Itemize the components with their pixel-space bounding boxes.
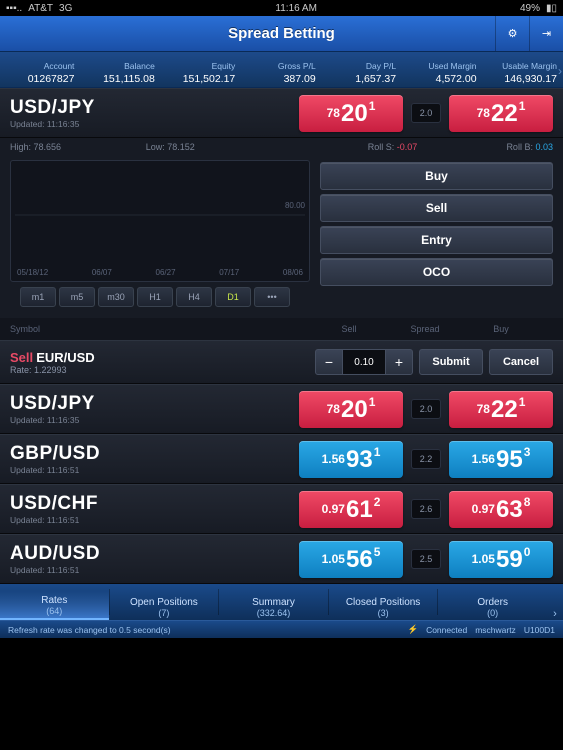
timeframe-H1[interactable]: H1: [137, 287, 173, 307]
plug-icon: ⚡: [407, 624, 418, 635]
low-label: Low: 78.152: [146, 142, 282, 152]
sell-price[interactable]: 1.56931: [299, 441, 403, 478]
timeframe-•••[interactable]: •••: [254, 287, 290, 307]
acct-col: Day P/L1,657.37: [322, 61, 402, 85]
roll-s: -0.07: [397, 142, 418, 152]
qty-minus-button[interactable]: −: [315, 349, 343, 375]
status-footer: Refresh rate was changed to 0.5 second(s…: [0, 620, 563, 638]
logout-icon: ⇥: [542, 27, 551, 40]
qty-plus-button[interactable]: +: [385, 349, 413, 375]
high-label: High: 78.656: [10, 142, 146, 152]
quantity-stepper: − 0.10 +: [315, 349, 413, 375]
oco-button[interactable]: OCO: [320, 258, 553, 286]
pair-detail: High: 78.656 Low: 78.152 Roll S: -0.07 R…: [0, 138, 563, 318]
entry-button[interactable]: Entry: [320, 226, 553, 254]
sell-price[interactable]: 78 20 1: [299, 95, 403, 132]
buy-price[interactable]: 1.56953: [449, 441, 553, 478]
price-chart[interactable]: 80.00 05/18/1206/0706/2707/1708/06: [10, 160, 310, 282]
sell-price[interactable]: 0.97612: [299, 491, 403, 528]
list-header: Symbol Sell Spread Buy: [0, 318, 563, 340]
chevron-right-icon[interactable]: ›: [558, 64, 562, 78]
clock: 11:16 AM: [275, 3, 317, 14]
settings-button[interactable]: ⚙: [495, 16, 529, 51]
buy-price[interactable]: 78221: [449, 391, 553, 428]
tab-closed-positions[interactable]: Closed Positions(3): [329, 593, 438, 620]
carrier: AT&T: [28, 3, 53, 14]
timeframe-m30[interactable]: m30: [98, 287, 134, 307]
rate-row[interactable]: GBP/USDUpdated: 11:16:511.569312.21.5695…: [0, 434, 563, 484]
spread-value: 2.6: [411, 499, 441, 519]
sell-button[interactable]: Sell: [320, 194, 553, 222]
acct-col: Usable Margin146,930.17: [483, 61, 563, 85]
spread-value: 2.2: [411, 449, 441, 469]
pair-updated: Updated: 11:16:35: [10, 119, 291, 129]
cancel-button[interactable]: Cancel: [489, 349, 553, 375]
buy-price[interactable]: 1.05590: [449, 541, 553, 578]
roll-b: 0.03: [535, 142, 553, 152]
timeframe-selector: m1m5m30H1H4D1•••: [10, 282, 310, 312]
timeframe-D1[interactable]: D1: [215, 287, 251, 307]
qty-value: 0.10: [343, 349, 385, 375]
logout-button[interactable]: ⇥: [529, 16, 563, 51]
order-symbol: EUR/USD: [36, 350, 95, 365]
spread-value: 2.0: [411, 103, 441, 123]
battery-icon: ▮▯: [546, 3, 557, 14]
acct-col: Account01267827: [0, 61, 80, 85]
timeframe-H4[interactable]: H4: [176, 287, 212, 307]
server-id: U100D1: [524, 625, 555, 635]
acct-col: Used Margin4,572.00: [402, 61, 482, 85]
user-name: mschwartz: [475, 625, 516, 635]
page-title: Spread Betting: [228, 25, 335, 42]
buy-price[interactable]: 78 22 1: [449, 95, 553, 132]
conn-status: Connected: [426, 625, 467, 635]
y-axis-label: 80.00: [285, 201, 305, 210]
tab-summary[interactable]: Summary(332.64): [219, 593, 328, 620]
pair-symbol: USD/JPY: [10, 97, 291, 119]
tab-orders[interactable]: Orders(0): [438, 593, 547, 620]
sell-price[interactable]: 1.05565: [299, 541, 403, 578]
app-header: Spread Betting ⚙ ⇥: [0, 16, 563, 52]
rate-row[interactable]: AUD/USDUpdated: 11:16:511.055652.51.0559…: [0, 534, 563, 584]
spread-value: 2.0: [411, 399, 441, 419]
signal-icon: ▪▪▪..: [6, 3, 22, 14]
spread-value: 2.5: [411, 549, 441, 569]
acct-col: Equity151,502.17: [161, 61, 241, 85]
rate-row[interactable]: USD/JPYUpdated: 11:16:35782012.078221: [0, 384, 563, 434]
order-side: Sell: [10, 350, 33, 365]
status-message: Refresh rate was changed to 0.5 second(s…: [8, 625, 407, 635]
bottom-tabs: Rates(64)Open Positions(7)Summary(332.64…: [0, 584, 563, 620]
tabs-next[interactable]: ›: [547, 608, 563, 620]
buy-price[interactable]: 0.97638: [449, 491, 553, 528]
account-summary: Account01267827Balance151,115.08Equity15…: [0, 52, 563, 88]
tab-open-positions[interactable]: Open Positions(7): [110, 593, 219, 620]
order-rate: 1.22993: [34, 365, 67, 375]
order-entry: Sell EUR/USD Rate: 1.22993 − 0.10 + Subm…: [0, 340, 563, 384]
status-bar: ▪▪▪.. AT&T 3G 11:16 AM 49% ▮▯: [0, 0, 563, 16]
timeframe-m5[interactable]: m5: [59, 287, 95, 307]
order-actions: Buy Sell Entry OCO: [320, 160, 553, 312]
submit-button[interactable]: Submit: [419, 349, 483, 375]
battery-pct: 49%: [520, 3, 540, 14]
network: 3G: [59, 3, 72, 14]
acct-col: Balance151,115.08: [80, 61, 160, 85]
buy-button[interactable]: Buy: [320, 162, 553, 190]
gear-icon: ⚙: [508, 27, 518, 40]
sell-price[interactable]: 78201: [299, 391, 403, 428]
tab-rates[interactable]: Rates(64): [0, 591, 109, 620]
acct-col: Gross P/L387.09: [241, 61, 321, 85]
rate-row[interactable]: USD/CHFUpdated: 11:16:510.976122.60.9763…: [0, 484, 563, 534]
timeframe-m1[interactable]: m1: [20, 287, 56, 307]
featured-pair: USD/JPY Updated: 11:16:35 78 20 1 2.0 78…: [0, 88, 563, 138]
